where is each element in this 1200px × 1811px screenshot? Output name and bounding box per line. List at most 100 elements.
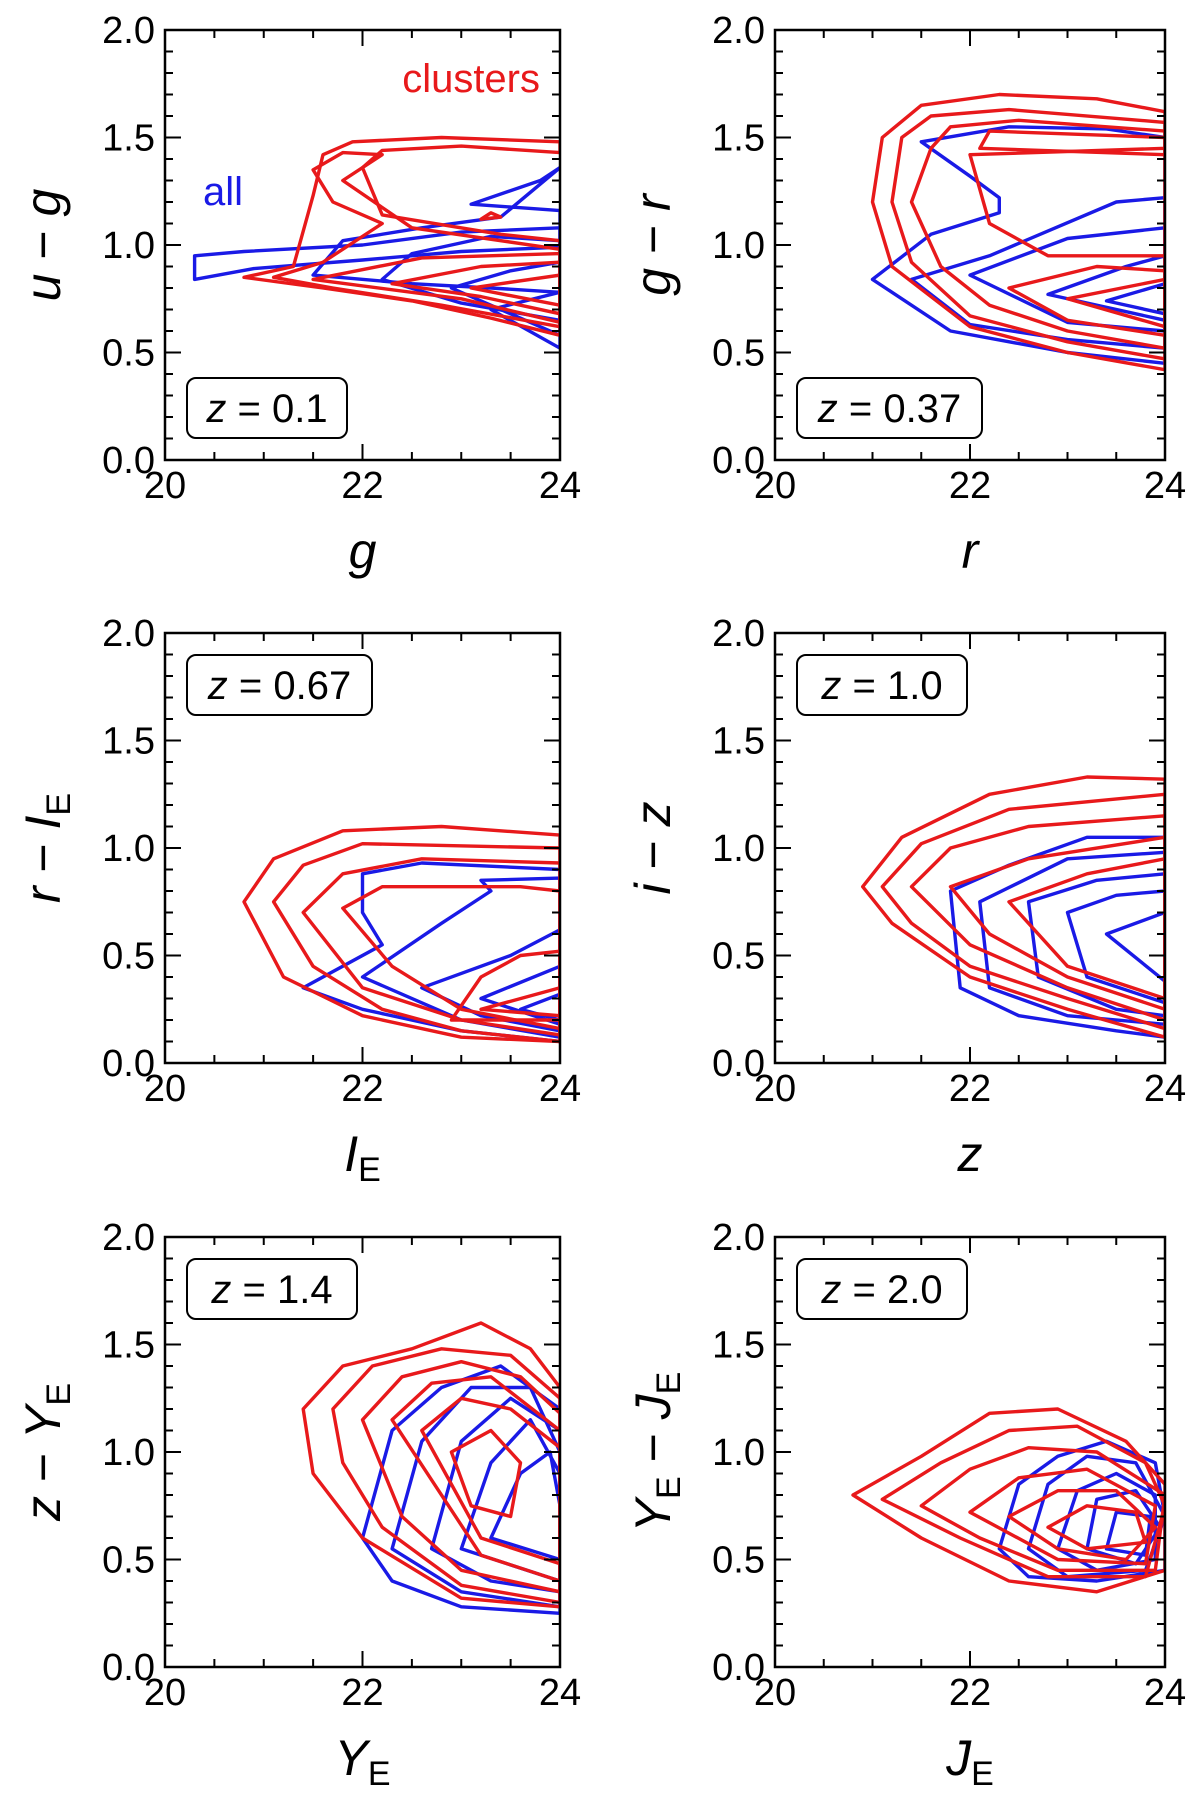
contour-clusters-level-1: [870, 92, 1165, 372]
y-tick-label: 1.0: [102, 225, 155, 267]
legend-clusters: clusters: [402, 57, 540, 101]
contour-clusters-level-5: [449, 949, 560, 1022]
legend-all: all: [203, 170, 243, 214]
panel-bottom-left: 20 22 24 0.0 0.5 1.0 1.5 2.0 YE z − YE z = 1.4: [15, 1217, 581, 1793]
contour-all-level-1: [997, 1439, 1165, 1583]
redshift-box: [796, 1258, 968, 1320]
contour-clusters-level-5: [469, 273, 560, 307]
contour-clusters-level-5: [1007, 264, 1165, 337]
y-tick-label: 2.0: [102, 10, 155, 52]
ticks: [164, 632, 561, 1064]
contour-clusters-level-2: [331, 1347, 560, 1605]
contour-clusters-level-2: [890, 107, 1165, 361]
contour-clusters-level-5: [1007, 857, 1165, 1001]
y-tick-label: 1.0: [102, 828, 155, 870]
contours: [301, 1321, 560, 1616]
ticks: [164, 1236, 561, 1668]
contour-clusters-level-4: [390, 260, 560, 316]
x-tick-label: 20: [754, 1672, 796, 1714]
redshift-text: z = 0.67: [207, 664, 351, 708]
x-tick-label: 22: [341, 1068, 383, 1110]
panel-bottom-right: 20 22 24 0.0 0.5 1.0 1.5 2.0 JE YE − JE z = 2.0: [625, 1217, 1186, 1793]
x-tick-label: 20: [754, 465, 796, 507]
contour-all-level-3: [380, 234, 560, 322]
y-tick-label: 0.5: [712, 1540, 765, 1582]
y-tick-label: 1.5: [102, 721, 155, 763]
x-tick-label: 20: [754, 1068, 796, 1110]
redshift-label: z = 1.0: [796, 654, 968, 716]
y-tick-label: 1.5: [102, 118, 155, 160]
x-tick-label: 24: [1144, 1068, 1186, 1110]
y-tick-label: 1.5: [712, 1325, 765, 1367]
contour-clusters-level-3: [360, 1359, 560, 1594]
contours: [242, 824, 560, 1044]
redshift-label: z = 0.37: [796, 377, 983, 439]
redshift-box: [796, 654, 968, 716]
redshift-label: z = 1.4: [186, 1258, 358, 1320]
y-tick-label: 2.0: [102, 1217, 155, 1259]
contour-clusters-level-2: [271, 842, 560, 1044]
contour-clusters-level-2: [271, 150, 560, 329]
contour-clusters-level-1: [861, 775, 1165, 1039]
x-tick-label: 22: [341, 465, 383, 507]
contours: [861, 775, 1165, 1039]
contour-all-level-4: [1046, 254, 1165, 322]
x-tick-label: 20: [144, 465, 186, 507]
redshift-text: z = 1.4: [210, 1268, 332, 1312]
redshift-text: z = 0.1: [205, 387, 327, 431]
contour-clusters-level-4: [968, 1467, 1158, 1566]
y-tick-label: 0.0: [102, 1043, 155, 1085]
x-tick-label: 22: [949, 1672, 991, 1714]
contours: [851, 1407, 1165, 1594]
y-tick-label: 2.0: [102, 613, 155, 655]
x-tick-label: 20: [144, 1672, 186, 1714]
x-axis-label: JE: [945, 1730, 994, 1793]
y-tick-label: 1.0: [102, 1432, 155, 1474]
x-axis-label: z: [957, 1126, 983, 1182]
x-tick-label: 24: [539, 1068, 581, 1110]
x-tick-label: 24: [1144, 1672, 1186, 1714]
contour-clusters-level-6: [479, 211, 503, 221]
x-axis-label: r: [962, 523, 981, 579]
redshift-label: z = 2.0: [796, 1258, 968, 1320]
y-tick-label: 1.0: [712, 828, 765, 870]
x-tick-label: 22: [341, 1672, 383, 1714]
x-tick-label: 20: [144, 1068, 186, 1110]
y-axis-label: g − r: [625, 192, 681, 296]
redshift-label: z = 0.67: [186, 654, 373, 716]
contour-all-level-1: [192, 226, 560, 282]
contour-all-level-5: [489, 290, 560, 350]
redshift-box: [186, 654, 373, 716]
y-axis-label: YE − JE: [625, 1372, 688, 1533]
y-tick-label: 1.5: [712, 721, 765, 763]
redshift-text: z = 0.37: [817, 387, 961, 431]
contour-clusters-level-4: [390, 1375, 560, 1583]
y-tick-label: 1.0: [712, 1432, 765, 1474]
redshift-box: [186, 1258, 358, 1320]
redshift-text: z = 1.0: [820, 664, 942, 708]
y-tick-label: 0.0: [102, 440, 155, 482]
contour-clusters-level-6: [1065, 277, 1165, 329]
contour-clusters-level-3: [311, 251, 560, 325]
ticks: [774, 1236, 1166, 1668]
redshift-label: z = 0.1: [186, 377, 348, 439]
contour-clusters-level-2: [880, 792, 1165, 1031]
contour-all-level-3: [1026, 872, 1165, 1018]
contours: [870, 92, 1165, 372]
y-axis-label: u − g: [15, 189, 71, 302]
y-tick-label: 0.0: [712, 440, 765, 482]
contours: [192, 135, 560, 350]
y-tick-label: 1.5: [102, 1325, 155, 1367]
redshift-text: z = 2.0: [820, 1268, 942, 1312]
contour-clusters-level-1: [301, 1321, 560, 1609]
y-tick-label: 0.5: [102, 936, 155, 978]
contour-clusters-level-5: [1007, 1488, 1158, 1562]
contour-all-level-5: [1104, 910, 1165, 983]
contour-clusters-level-5: [420, 1396, 560, 1566]
redshift-box: [186, 377, 348, 439]
contour-clusters-level-3: [919, 1445, 1165, 1573]
contour-clusters-level-2: [880, 1424, 1165, 1579]
contour-all-level-2: [978, 850, 1165, 1027]
y-axis-label: i − z: [625, 801, 681, 894]
y-tick-label: 2.0: [712, 1217, 765, 1259]
